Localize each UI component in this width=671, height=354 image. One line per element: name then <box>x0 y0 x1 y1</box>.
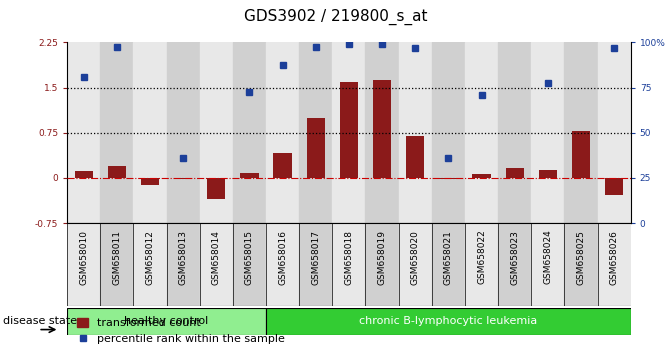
Bar <box>366 223 399 306</box>
Text: GSM658018: GSM658018 <box>344 230 354 285</box>
Text: chronic B-lymphocytic leukemia: chronic B-lymphocytic leukemia <box>359 316 537 326</box>
Bar <box>366 42 399 223</box>
Text: GSM658014: GSM658014 <box>212 230 221 285</box>
Bar <box>598 42 631 223</box>
Bar <box>605 178 623 195</box>
Text: GSM658012: GSM658012 <box>146 230 154 285</box>
Bar <box>200 223 233 306</box>
Bar <box>564 223 598 306</box>
Bar <box>108 166 126 178</box>
Legend: transformed count, percentile rank within the sample: transformed count, percentile rank withi… <box>72 314 289 348</box>
Bar <box>233 223 266 306</box>
Bar <box>266 308 631 335</box>
Bar <box>340 82 358 178</box>
Text: disease state: disease state <box>3 316 77 326</box>
Bar <box>465 223 498 306</box>
Text: GDS3902 / 219800_s_at: GDS3902 / 219800_s_at <box>244 9 427 25</box>
Bar <box>472 174 491 178</box>
Bar <box>240 173 258 178</box>
Bar <box>373 80 391 178</box>
Bar <box>505 168 524 178</box>
Bar <box>564 42 598 223</box>
Text: GSM658011: GSM658011 <box>112 230 121 285</box>
Bar <box>432 42 465 223</box>
Bar <box>141 178 159 185</box>
Bar <box>299 223 332 306</box>
Bar <box>74 171 93 178</box>
Text: GSM658024: GSM658024 <box>544 230 552 284</box>
Bar <box>399 223 432 306</box>
Bar <box>67 42 100 223</box>
Bar <box>531 42 564 223</box>
Text: GSM658026: GSM658026 <box>610 230 619 285</box>
Bar <box>166 223 200 306</box>
Text: GSM658017: GSM658017 <box>311 230 320 285</box>
Bar <box>572 131 590 178</box>
Bar <box>166 42 200 223</box>
Bar <box>100 223 134 306</box>
Bar <box>531 223 564 306</box>
Bar <box>67 308 266 335</box>
Bar <box>207 178 225 199</box>
Bar <box>134 42 166 223</box>
Text: GSM658015: GSM658015 <box>245 230 254 285</box>
Text: GSM658013: GSM658013 <box>178 230 188 285</box>
Bar <box>332 223 366 306</box>
Bar <box>174 178 193 179</box>
Bar <box>307 118 325 178</box>
Bar <box>406 136 424 178</box>
Text: GSM658022: GSM658022 <box>477 230 486 284</box>
Bar <box>539 170 557 178</box>
Text: GSM658010: GSM658010 <box>79 230 88 285</box>
Bar <box>432 223 465 306</box>
Bar <box>598 223 631 306</box>
Text: GSM658021: GSM658021 <box>444 230 453 285</box>
Bar <box>440 178 458 179</box>
Text: GSM658016: GSM658016 <box>278 230 287 285</box>
Bar <box>274 153 292 178</box>
Text: GSM658020: GSM658020 <box>411 230 420 285</box>
Bar <box>399 42 432 223</box>
Text: healthy control: healthy control <box>124 316 209 326</box>
Bar <box>67 223 100 306</box>
Text: GSM658025: GSM658025 <box>576 230 586 285</box>
Bar <box>200 42 233 223</box>
Bar <box>100 42 134 223</box>
Text: GSM658019: GSM658019 <box>378 230 386 285</box>
Bar <box>498 42 531 223</box>
Bar <box>134 223 166 306</box>
Text: GSM658023: GSM658023 <box>510 230 519 285</box>
Bar <box>465 42 498 223</box>
Bar <box>266 42 299 223</box>
Bar <box>266 223 299 306</box>
Bar <box>233 42 266 223</box>
Bar <box>332 42 366 223</box>
Bar <box>498 223 531 306</box>
Bar <box>299 42 332 223</box>
